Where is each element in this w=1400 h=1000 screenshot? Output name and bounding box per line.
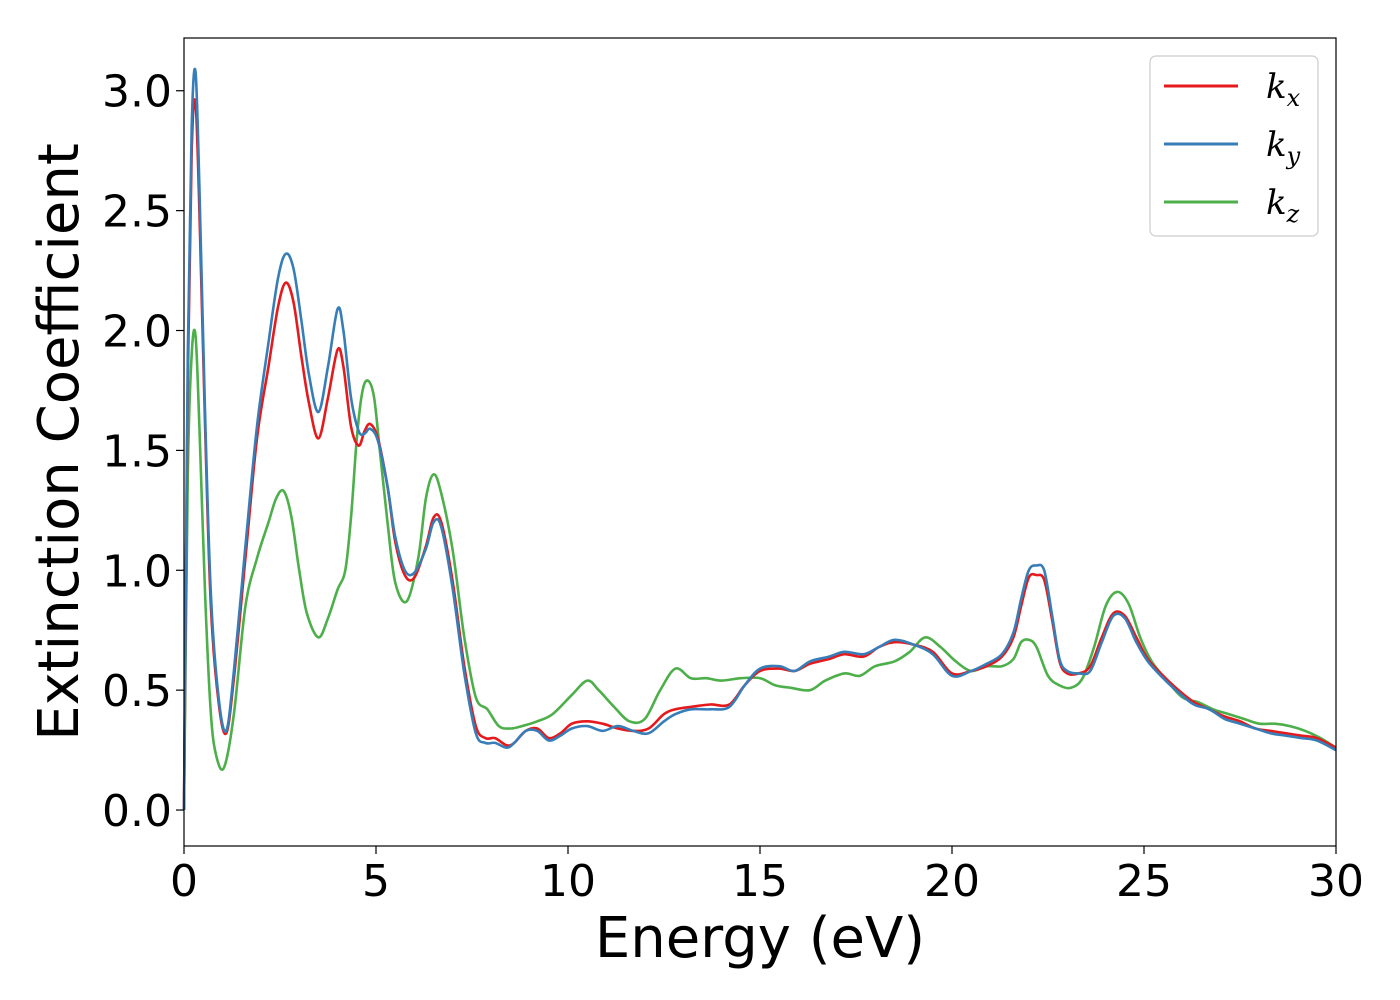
- y-tick-label: 1.5: [102, 426, 172, 477]
- series-line-x: [182, 98, 1337, 811]
- y-tick-label: 2.0: [102, 307, 172, 358]
- y-tick-label: 0.0: [102, 786, 172, 837]
- series-line-z: [182, 328, 1337, 811]
- x-tick-label: 15: [732, 856, 788, 907]
- y-tick-label: 2.5: [102, 187, 172, 238]
- x-tick-label: 10: [540, 856, 596, 907]
- series-line-y: [182, 67, 1337, 811]
- y-tick-label: 3.0: [102, 67, 172, 118]
- x-tick-label: 0: [170, 856, 198, 907]
- series-layer: [182, 67, 1337, 811]
- x-tick-label: 25: [1116, 856, 1172, 907]
- y-axis-label: Extinction Coefficient: [27, 143, 92, 741]
- legend-box: [1149, 55, 1319, 237]
- y-axis-ticks: 0.0 0.5 1.0 1.5 2.0 2.5 3.0: [102, 67, 184, 837]
- x-tick-label: 20: [924, 856, 980, 907]
- y-tick-label: 1.0: [102, 546, 172, 597]
- x-axis-label: Energy (eV): [595, 906, 925, 971]
- x-tick-label: 30: [1308, 856, 1364, 907]
- x-axis-ticks: 0 5 10 15 20 25 30: [170, 846, 1364, 907]
- y-tick-label: 0.5: [102, 666, 172, 717]
- x-tick-label: 5: [362, 856, 390, 907]
